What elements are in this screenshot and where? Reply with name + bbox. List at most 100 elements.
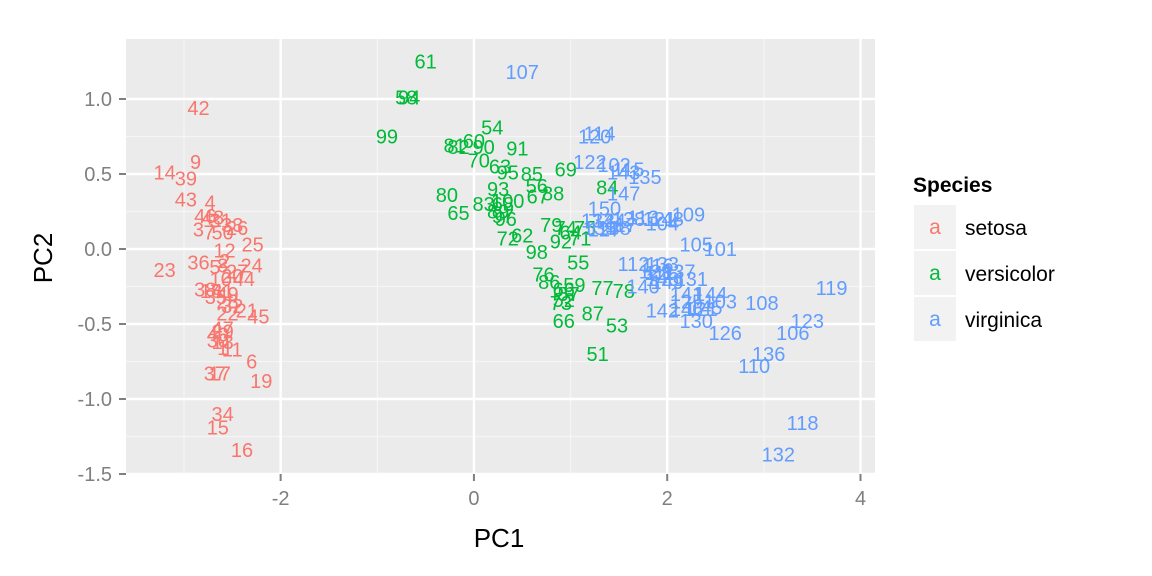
point-label-setosa: 5 xyxy=(209,257,220,279)
point-label-versicolor: 53 xyxy=(606,316,628,338)
point-label-setosa: 22 xyxy=(216,304,238,326)
point-label-versicolor: 56 xyxy=(526,176,548,198)
point-label-versicolor: 84 xyxy=(596,178,618,200)
point-label-virginica: 108 xyxy=(745,293,778,315)
point-label-setosa: 12 xyxy=(213,241,235,263)
point-label-virginica: 146 xyxy=(646,269,679,291)
point-label-virginica: 150 xyxy=(588,199,621,221)
point-label-versicolor: 97 xyxy=(492,206,514,228)
legend-key-setosa xyxy=(914,205,956,249)
legend-key-glyph: a xyxy=(929,216,941,239)
point-label-virginica: 128 xyxy=(612,209,645,231)
grid-minor-lines xyxy=(126,39,875,474)
point-label-versicolor: 88 xyxy=(542,184,564,206)
point-label-setosa: 49 xyxy=(216,284,238,306)
point-label-versicolor: 77 xyxy=(591,278,613,300)
point-label-setosa: 8 xyxy=(217,256,228,278)
point-label-setosa: 7 xyxy=(204,223,215,245)
point-label-versicolor: 83 xyxy=(472,194,494,216)
point-label-virginica: 123 xyxy=(791,311,824,333)
legend-title: Species xyxy=(913,174,992,197)
point-label-virginica: 133 xyxy=(646,254,679,276)
grid-major-lines xyxy=(126,39,875,476)
point-label-virginica: 112 xyxy=(617,254,649,276)
point-label-setosa: 43 xyxy=(175,190,197,212)
point-label-setosa: 29 xyxy=(212,322,234,344)
point-label-versicolor: 80 xyxy=(436,185,458,207)
legend-key-virginica xyxy=(914,297,956,341)
point-label-versicolor: 61 xyxy=(414,52,436,74)
point-label-versicolor: 90 xyxy=(472,137,494,159)
point-label-setosa: 19 xyxy=(250,371,272,393)
point-label-setosa: 44 xyxy=(233,269,255,291)
point-label-versicolor: 89 xyxy=(487,202,509,224)
x-axis-ticks: -2 0 2 4 xyxy=(272,474,866,510)
point-label-virginica: 111 xyxy=(644,263,674,285)
y-tick-label: -1.5 xyxy=(78,464,112,486)
point-label-virginica: 137 xyxy=(662,262,695,284)
point-label-virginica: 109 xyxy=(672,205,705,227)
point-label-virginica: 130 xyxy=(680,311,713,333)
point-label-versicolor: 73 xyxy=(550,293,572,315)
x-tick-label: -2 xyxy=(272,488,290,510)
point-label-versicolor: 69 xyxy=(555,160,577,182)
point-label-setosa: 46 xyxy=(194,206,216,228)
point-label-setosa: 40 xyxy=(207,325,229,347)
x-axis-title: PC1 xyxy=(474,523,525,553)
point-label-versicolor: 66 xyxy=(553,311,575,333)
y-tick-label: 0.0 xyxy=(84,239,112,261)
point-label-versicolor: 55 xyxy=(567,253,589,275)
point-label-virginica: 124 xyxy=(593,211,626,233)
point-label-virginica: 140 xyxy=(626,277,659,299)
point-label-virginica: 126 xyxy=(709,323,742,345)
point-label-virginica: 132 xyxy=(762,445,795,467)
point-label-setosa: 33 xyxy=(221,215,243,237)
point-label-setosa: 17 xyxy=(209,364,231,386)
point-label-virginica: 115 xyxy=(613,160,645,182)
point-label-virginica: 148 xyxy=(651,209,684,231)
point-label-versicolor: 85 xyxy=(521,164,543,186)
point-label-virginica: 141 xyxy=(670,284,703,306)
y-axis-ticks: -1.5 -1.0 -0.5 0.0 0.5 1.0 xyxy=(78,89,126,486)
point-label-setosa: 38 xyxy=(194,280,216,302)
point-label-virginica: 121 xyxy=(684,299,717,321)
point-label-virginica: 117 xyxy=(605,215,637,237)
legend: Species a setosa a versicolor a virginica xyxy=(913,174,1055,341)
point-label-setosa: 10 xyxy=(210,269,232,291)
point-label-versicolor: 100 xyxy=(491,191,524,213)
point-label-versicolor: 58 xyxy=(395,88,417,110)
point-label-versicolor: 94 xyxy=(398,88,420,110)
point-label-virginica: 122 xyxy=(573,152,606,174)
point-label-virginica: 110 xyxy=(738,356,770,378)
point-label-setosa: 21 xyxy=(236,301,258,323)
legend-key-glyph: a xyxy=(929,262,941,285)
point-label-versicolor: 75 xyxy=(574,218,596,240)
plot-panel-background xyxy=(126,39,875,474)
point-label-virginica: 142 xyxy=(646,301,679,323)
point-label-virginica: 149 xyxy=(651,272,684,294)
point-label-setosa: 9 xyxy=(190,152,201,174)
point-label-setosa: 50 xyxy=(212,223,234,245)
point-label-versicolor: 52 xyxy=(553,290,575,312)
point-label-virginica: 143 xyxy=(607,163,640,185)
point-label-virginica: 135 xyxy=(628,167,661,189)
point-label-setosa: 20 xyxy=(221,266,243,288)
point-label-virginica: 119 xyxy=(816,278,848,300)
point-label-versicolor: 62 xyxy=(511,226,533,248)
y-tick-label: 1.0 xyxy=(84,89,112,111)
point-label-versicolor: 86 xyxy=(538,272,560,294)
point-label-virginica: 105 xyxy=(680,235,713,257)
point-label-setosa: 1 xyxy=(217,338,228,360)
point-label-versicolor: 98 xyxy=(526,242,548,264)
point-label-versicolor: 76 xyxy=(532,265,554,287)
point-label-versicolor: 99 xyxy=(376,127,398,149)
point-label-versicolor: 82 xyxy=(447,137,469,159)
legend-label-virginica: virginica xyxy=(965,309,1042,332)
point-label-virginica: 113 xyxy=(627,208,659,230)
point-label-setosa: 23 xyxy=(154,260,176,282)
point-label-setosa: 16 xyxy=(231,440,253,462)
point-label-virginica: 101 xyxy=(704,239,737,261)
point-label-setosa: 11 xyxy=(222,340,243,362)
point-label-virginica: 116 xyxy=(642,256,674,278)
